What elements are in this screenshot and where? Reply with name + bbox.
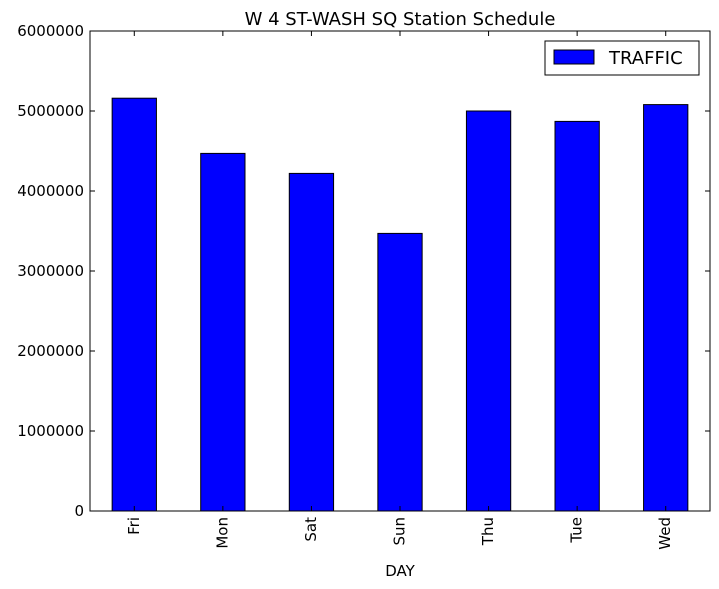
legend-label: TRAFFIC <box>608 48 683 69</box>
x-tick-label-sun: Sun <box>391 517 409 546</box>
y-tick-label: 0 <box>74 502 84 520</box>
y-tick-label: 1000000 <box>17 422 84 440</box>
bar-wed <box>643 104 689 512</box>
legend: TRAFFIC <box>544 40 700 76</box>
chart-title: W 4 ST-WASH SQ Station Schedule <box>245 9 556 30</box>
bar-fri <box>111 97 157 512</box>
bars-group <box>111 97 689 512</box>
plot-frame <box>89 30 711 512</box>
y-tick-label: 6000000 <box>17 22 84 40</box>
bar-tue <box>554 120 600 512</box>
bar-sat <box>288 172 335 512</box>
bar-thu <box>465 110 512 512</box>
y-tick-label: 5000000 <box>17 102 84 120</box>
bar-sun <box>377 232 423 512</box>
y-axis: 0 1000000 2000000 3000000 4000000 5000000 6000… <box>17 22 710 520</box>
y-tick-label: 2000000 <box>17 342 84 360</box>
x-axis-label: DAY <box>385 562 415 580</box>
y-tick-label: 4000000 <box>17 182 84 200</box>
legend-swatch <box>553 49 595 65</box>
bar-mon <box>200 152 246 512</box>
x-axis: Fri Mon Sat Sun Thu Tue Wed <box>125 31 674 550</box>
x-tick-label-sat: Sat <box>302 517 320 542</box>
x-tick-label-wed: Wed <box>656 517 674 550</box>
x-tick-label-tue: Tue <box>568 517 586 544</box>
x-tick-label-mon: Mon <box>213 517 231 549</box>
y-tick-label: 3000000 <box>17 262 84 280</box>
x-tick-label-thu: Thu <box>479 517 497 546</box>
x-tick-label-fri: Fri <box>125 517 143 535</box>
